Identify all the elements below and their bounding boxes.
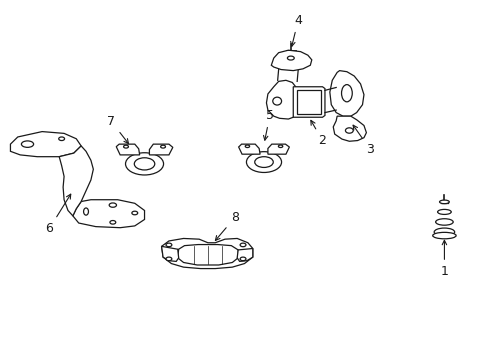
Polygon shape: [293, 87, 325, 117]
Text: 3: 3: [352, 125, 373, 156]
Ellipse shape: [287, 56, 294, 60]
Text: 6: 6: [45, 194, 71, 235]
Polygon shape: [332, 116, 366, 141]
Ellipse shape: [110, 221, 116, 224]
Polygon shape: [267, 144, 289, 154]
Ellipse shape: [134, 158, 155, 170]
Ellipse shape: [435, 219, 452, 225]
Polygon shape: [238, 144, 260, 154]
Ellipse shape: [244, 145, 249, 148]
Text: 4: 4: [290, 14, 302, 46]
Ellipse shape: [254, 157, 273, 167]
Polygon shape: [266, 80, 295, 119]
Ellipse shape: [123, 145, 128, 148]
Polygon shape: [177, 244, 238, 265]
Ellipse shape: [59, 137, 64, 140]
Text: 2: 2: [310, 120, 326, 147]
Ellipse shape: [165, 243, 171, 247]
Ellipse shape: [432, 232, 455, 239]
Text: 8: 8: [215, 211, 238, 240]
Polygon shape: [297, 90, 321, 114]
Polygon shape: [161, 238, 252, 269]
Ellipse shape: [439, 200, 448, 204]
Ellipse shape: [21, 141, 34, 147]
Ellipse shape: [240, 243, 245, 247]
Polygon shape: [10, 132, 81, 157]
Polygon shape: [237, 248, 252, 261]
Polygon shape: [271, 50, 311, 71]
Ellipse shape: [83, 208, 88, 215]
Polygon shape: [329, 71, 363, 116]
Ellipse shape: [240, 257, 245, 261]
Polygon shape: [59, 146, 93, 216]
Ellipse shape: [246, 152, 281, 172]
Text: 5: 5: [263, 109, 273, 140]
Polygon shape: [116, 144, 140, 155]
Ellipse shape: [278, 145, 282, 148]
Ellipse shape: [109, 203, 116, 207]
Ellipse shape: [125, 153, 163, 175]
Polygon shape: [149, 144, 172, 155]
Text: 1: 1: [440, 240, 447, 278]
Ellipse shape: [132, 211, 138, 215]
Ellipse shape: [165, 257, 171, 261]
Text: 7: 7: [107, 115, 128, 144]
Ellipse shape: [160, 145, 165, 148]
Ellipse shape: [437, 210, 450, 215]
Ellipse shape: [345, 128, 352, 133]
Ellipse shape: [341, 85, 351, 102]
Polygon shape: [161, 246, 178, 261]
Ellipse shape: [272, 97, 281, 105]
Polygon shape: [73, 200, 144, 228]
Ellipse shape: [433, 228, 454, 236]
